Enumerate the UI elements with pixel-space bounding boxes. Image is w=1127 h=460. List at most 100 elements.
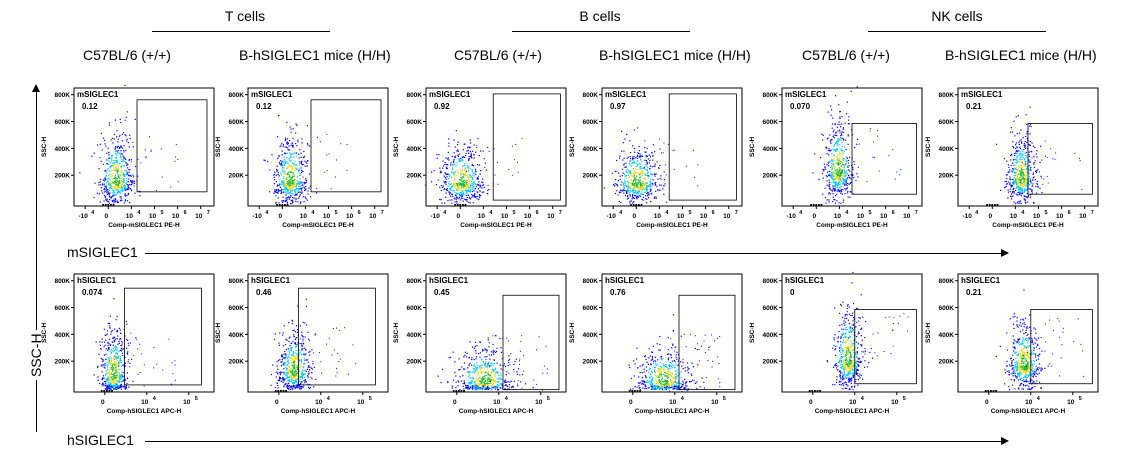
- x-tick-label: -10: [962, 213, 972, 220]
- gate-rectangle: [851, 123, 917, 195]
- column-title-2: B-hSIGLEC1 mice (H/H): [239, 47, 391, 63]
- x-tick-label: 10: [126, 213, 134, 220]
- axis-event-marker: [819, 390, 821, 392]
- y-tick-label: 200K: [582, 359, 598, 366]
- event-cloud: [79, 84, 179, 205]
- axis-event-marker: [634, 390, 636, 392]
- x-tick-label: 10: [172, 213, 180, 220]
- group-line-nk-cells: [868, 31, 1046, 32]
- gate-label: mSIGLEC1: [77, 90, 119, 99]
- x-tick-exponent: 5: [161, 210, 164, 216]
- column-title-1: C57BL/6 (+/+): [83, 47, 171, 63]
- axis-event-marker: [810, 204, 812, 206]
- column-title-5: C57BL/6 (+/+): [802, 47, 890, 63]
- y-tick-label: 600K: [54, 119, 70, 126]
- axis-event-marker: [811, 390, 814, 392]
- x-tick-label: 10: [149, 213, 157, 220]
- x-tick-exponent: 4: [619, 210, 623, 216]
- x-axis-title: Comp-mSIGLEC1 PE-H: [992, 222, 1064, 229]
- axis-event-marker: [455, 390, 458, 392]
- x-axis-arrow-row1-line: [145, 253, 1003, 254]
- y-tick-label: 600K: [762, 305, 778, 312]
- y-tick-label: 400K: [228, 332, 244, 339]
- gate-percent: 0.76: [610, 288, 626, 297]
- gate-percent: 0.070: [790, 102, 811, 111]
- axis-event-marker: [632, 204, 635, 206]
- x-tick-label: 0: [453, 399, 457, 406]
- event-cloud: [93, 298, 176, 391]
- x-tick-exponent: 4: [265, 210, 269, 216]
- x-tick-label: 10: [369, 213, 377, 220]
- x-axis-title: Comp-hSIGLEC1 APC-H: [635, 408, 710, 415]
- x-axis-title: Comp-hSIGLEC1 APC-H: [107, 408, 182, 415]
- gate-rectangle: [502, 294, 560, 391]
- x-tick-exponent: 7: [381, 210, 384, 216]
- axis-event-marker: [110, 204, 112, 206]
- x-tick-exponent: 4: [153, 396, 157, 402]
- x-tick-label: 10: [654, 213, 662, 220]
- axis-event-marker: [815, 204, 818, 206]
- x-tick-label: 10: [323, 213, 331, 220]
- x-tick-label: 10: [195, 213, 203, 220]
- y-tick-label: 600K: [582, 119, 598, 126]
- x-tick-label: 10: [834, 213, 842, 220]
- axis-event-marker: [820, 204, 823, 206]
- y-tick-label: 800K: [938, 92, 954, 99]
- x-tick-exponent: 7: [559, 210, 562, 216]
- y-axis-arrow-line: [36, 92, 37, 432]
- x-tick-label: 0: [101, 399, 105, 406]
- axis-event-marker: [100, 390, 103, 392]
- y-tick-label: 800K: [582, 92, 598, 99]
- axis-event-marker: [631, 390, 634, 392]
- gate-percent: 0.45: [434, 288, 450, 297]
- group-title-t-cells: T cells: [224, 8, 266, 24]
- x-tick-label: 10: [880, 213, 888, 220]
- flow-plot-r2c6: 200K 400K 600K 800K SSC-H 0 10 4 10 5 Comp-hSIGLEC…: [925, 273, 1099, 415]
- x-tick-exponent: 6: [712, 210, 715, 216]
- y-tick-label: 800K: [582, 278, 598, 285]
- axis-event-marker: [281, 204, 284, 206]
- y-tick-label: 600K: [938, 305, 954, 312]
- y-tick-label: 400K: [406, 332, 422, 339]
- event-cloud: [603, 127, 699, 204]
- plot-frame: [247, 87, 389, 207]
- x-tick-exponent: 4: [861, 396, 865, 402]
- y-tick-label: 800K: [228, 278, 244, 285]
- x-axis-title: Comp-mSIGLEC1 PE-H: [282, 222, 354, 229]
- axis-event-marker: [636, 390, 639, 392]
- axis-event-marker: [103, 390, 106, 392]
- gate-percent: 0.21: [966, 288, 982, 297]
- axis-event-marker: [639, 390, 641, 392]
- x-tick-exponent: 4: [975, 210, 979, 216]
- y-tick-label: 400K: [582, 146, 598, 153]
- x-tick-label: 0: [809, 399, 813, 406]
- x-tick-exponent: 4: [137, 210, 141, 216]
- x-axis-title: Comp-mSIGLEC1 PE-H: [816, 222, 888, 229]
- gate-percent: 0.12: [82, 102, 98, 111]
- x-tick-label: 10: [141, 399, 149, 406]
- x-tick-label: 10: [300, 213, 308, 220]
- y-axis-title: SSC-H: [215, 322, 222, 343]
- x-tick-exponent: 4: [311, 210, 315, 216]
- x-tick-label: 10: [501, 213, 509, 220]
- x-tick-label: 10: [493, 399, 501, 406]
- axis-event-marker: [460, 390, 463, 392]
- axis-event-marker: [638, 204, 640, 206]
- gate-percent: 0.46: [256, 288, 272, 297]
- gate-label: mSIGLEC1: [961, 90, 1003, 99]
- x-tick-exponent: 4: [665, 210, 669, 216]
- gate-label: hSIGLEC1: [251, 276, 291, 285]
- x-tick-exponent: 4: [91, 210, 95, 216]
- y-tick-label: 600K: [762, 119, 778, 126]
- axis-event-marker: [628, 390, 631, 392]
- y-tick-label: 400K: [54, 146, 70, 153]
- gate-percent: 0.12: [256, 102, 272, 111]
- y-tick-label: 800K: [762, 92, 778, 99]
- y-axis-title: SSC-H: [393, 322, 400, 343]
- plot-frame: [425, 87, 567, 207]
- x-tick-label: 0: [988, 213, 992, 220]
- x-tick-label: 0: [456, 213, 460, 220]
- x-tick-label: 10: [711, 399, 719, 406]
- y-tick-label: 600K: [54, 305, 70, 312]
